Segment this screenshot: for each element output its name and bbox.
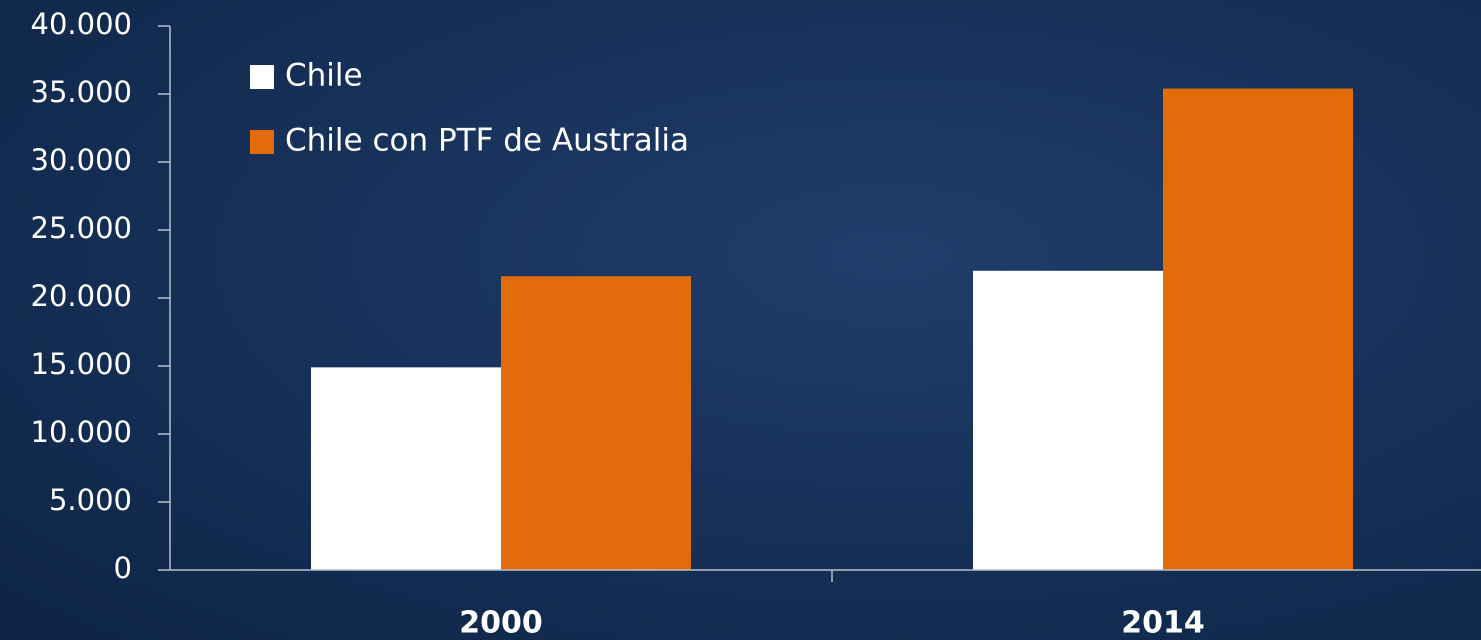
y-tick-label: 20.000 [31, 279, 132, 313]
y-tick-label: 0 [114, 551, 132, 585]
bar [1163, 88, 1353, 570]
y-tick-label: 15.000 [31, 347, 132, 381]
y-tick-label: 25.000 [31, 211, 132, 245]
bar [973, 270, 1163, 570]
x-tick-label: 2014 [1121, 606, 1205, 640]
y-tick-label: 5.000 [49, 483, 132, 517]
y-tick-label: 10.000 [31, 415, 132, 449]
legend-swatch [250, 130, 274, 154]
y-tick-label: 35.000 [31, 75, 132, 109]
y-tick-label: 30.000 [31, 143, 132, 177]
bar [501, 276, 691, 570]
x-tick-label: 2000 [459, 606, 543, 640]
y-tick-label: 40.000 [31, 7, 132, 41]
legend-swatch [250, 65, 274, 89]
bar [311, 367, 501, 570]
legend-label: Chile [285, 58, 363, 94]
legend-label: Chile con PTF de Australia [285, 123, 689, 159]
